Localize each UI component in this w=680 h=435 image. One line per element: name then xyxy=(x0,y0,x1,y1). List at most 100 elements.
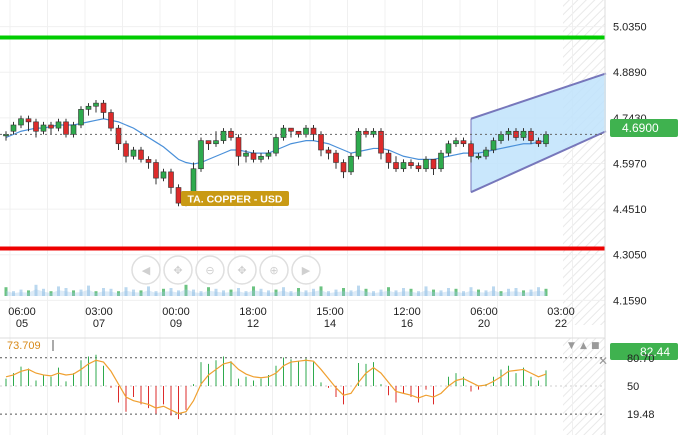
channel-fill xyxy=(471,73,606,193)
price-tick-label: 4.8890 xyxy=(613,67,647,79)
candle-body xyxy=(250,152,257,160)
volume-bar xyxy=(432,289,435,296)
volume-bar xyxy=(184,284,188,296)
date-tick-label: 05 xyxy=(16,318,28,330)
candle-body xyxy=(168,171,174,188)
time-tick-label: 12:00 xyxy=(393,306,421,318)
settings-icon[interactable]: ▲ xyxy=(580,341,587,351)
indicator-controls[interactable]: ▼ ▲ ■ ✕ xyxy=(568,341,608,368)
collapse-icon[interactable]: ▼ xyxy=(568,341,575,351)
candle-body xyxy=(460,140,467,145)
date-tick-label: 16 xyxy=(401,318,413,330)
candle-body xyxy=(40,124,47,132)
volume-bar xyxy=(297,288,300,296)
volume-bar xyxy=(199,291,203,296)
candle-body xyxy=(85,105,92,110)
candle-body xyxy=(258,155,264,160)
price-axis: 5.03504.88904.74304.59704.45104.30504.15… xyxy=(613,22,647,308)
candle-body xyxy=(415,165,422,170)
time-tick-label: 18:00 xyxy=(239,306,267,318)
volume-bar xyxy=(42,288,45,296)
candle-body xyxy=(48,124,54,129)
volume-bar xyxy=(447,288,450,296)
channel-upper-line[interactable] xyxy=(470,72,607,120)
nav-icon: ⊖ xyxy=(205,264,214,277)
candle-body xyxy=(310,127,317,135)
candle-body xyxy=(130,149,137,157)
nav-button[interactable] xyxy=(291,255,321,285)
candle-body xyxy=(475,155,482,159)
volume-bar xyxy=(469,287,473,296)
candle-body xyxy=(393,162,399,170)
time-tick-label: 00:00 xyxy=(162,306,190,318)
candle-body xyxy=(205,140,212,145)
nav-button[interactable] xyxy=(131,255,161,285)
navigation-controls[interactable]: ◀ ✥ ⊖ ✥ ⊕ ▶ xyxy=(131,255,321,285)
channel-lower-line[interactable] xyxy=(470,130,607,194)
price-tick-label: 4.5970 xyxy=(613,158,647,170)
candle-body xyxy=(145,159,152,163)
candle-body xyxy=(430,159,437,170)
candle-body xyxy=(340,162,347,173)
candle-body xyxy=(370,130,377,135)
volume-bar xyxy=(379,289,383,296)
candle-body xyxy=(543,134,549,145)
nav-icon: ▶ xyxy=(302,264,311,277)
candle-body xyxy=(483,149,489,157)
trend-channel[interactable] xyxy=(470,72,607,194)
volume-bar xyxy=(139,290,143,296)
volume-bar xyxy=(372,291,375,296)
candle-body xyxy=(498,134,504,141)
instrument-label-badge[interactable]: TA. COPPER - USD xyxy=(181,191,289,206)
volume-bar xyxy=(484,290,488,296)
volume-bar xyxy=(342,288,345,296)
volume-bar xyxy=(282,287,285,296)
maximize-icon[interactable]: ■ xyxy=(591,341,600,351)
candle-body xyxy=(63,121,69,135)
volume-bar xyxy=(454,288,458,296)
date-tick-label: 07 xyxy=(93,318,105,330)
candle-body xyxy=(385,152,392,163)
nav-button[interactable] xyxy=(195,255,225,285)
nav-button[interactable] xyxy=(227,255,257,285)
candle-body xyxy=(490,140,497,151)
volume-bar xyxy=(162,288,165,296)
candle-body xyxy=(325,149,332,154)
volume-bar xyxy=(507,288,510,296)
volume-bar xyxy=(34,284,38,296)
candle-body xyxy=(303,127,309,135)
candle-body xyxy=(318,134,324,151)
candle-body xyxy=(333,152,339,163)
candle-body xyxy=(535,140,542,145)
volume-bar xyxy=(499,291,503,296)
price-tick-label: 5.0350 xyxy=(613,22,647,34)
volume-bar xyxy=(424,286,428,296)
nav-button[interactable] xyxy=(259,255,289,285)
candle-body xyxy=(25,118,32,123)
close-icon[interactable]: ✕ xyxy=(598,354,608,368)
candle-body xyxy=(100,102,107,113)
date-tick-label: 09 xyxy=(170,318,182,330)
nav-button[interactable] xyxy=(163,255,193,285)
volume-bar xyxy=(417,291,420,296)
volume-bars xyxy=(4,284,548,296)
support-resistance-lines[interactable] xyxy=(0,35,605,251)
indicator-current-badge: 82.44 xyxy=(610,343,678,360)
current-price-badge: 4.6900 xyxy=(610,119,678,137)
volume-bar xyxy=(109,288,113,296)
indicator-axis: 80.70 50 19.48 xyxy=(627,353,655,421)
candle-body xyxy=(400,162,407,170)
volume-bar xyxy=(289,291,293,296)
candle-body xyxy=(93,102,99,107)
volume-bar xyxy=(387,287,390,296)
candle-body xyxy=(123,143,129,157)
nav-icon: ⊕ xyxy=(269,264,278,277)
nav-icon: ✥ xyxy=(173,264,182,277)
volume-bar xyxy=(124,287,128,296)
volume-bar xyxy=(327,291,330,296)
nav-icon: ◀ xyxy=(142,264,151,277)
date-tick-label: 12 xyxy=(247,318,259,330)
volume-bar xyxy=(169,288,173,296)
candle-body xyxy=(378,130,384,154)
